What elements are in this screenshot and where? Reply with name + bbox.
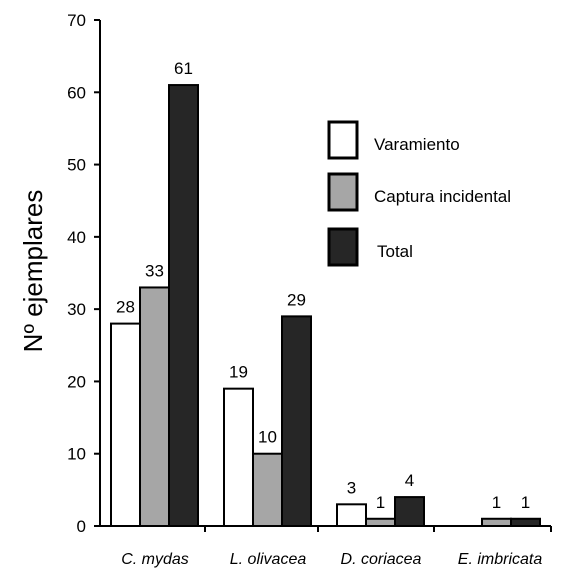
y-tick-label: 40 [67,228,86,247]
legend: Varamiento Captura incidental Total [327,120,511,267]
bars-layer [110,84,541,528]
bar-l-olivacea-varamiento [223,387,254,527]
y-ticks-layer: 0 10 20 30 40 50 60 70 [67,11,552,536]
bar-e-imbricata-total [510,517,541,527]
data-label-l-olivacea-captura-incidental: 10 [258,428,277,447]
data-label-d-coriacea-captura-incidental: 1 [376,493,385,512]
data-label-c-mydas-total: 61 [174,59,193,78]
data-label-d-coriacea-total: 4 [405,471,414,490]
bar-l-olivacea-total [281,315,312,527]
y-tick-label: 0 [77,517,86,536]
y-tick-label: 20 [67,372,86,391]
data-label-c-mydas-captura-incidental: 33 [145,261,164,280]
data-label-l-olivacea-varamiento: 19 [229,363,248,382]
y-tick-label: 60 [67,83,86,102]
bar-d-coriacea-captura-incidental [365,517,396,527]
category-label-c-mydas: C. mydas [121,551,189,568]
bar-c-mydas-varamiento [110,322,141,527]
data-label-e-imbricata-total: 1 [521,493,530,512]
legend-label-varamiento: Varamiento [374,135,460,154]
legend-swatch-captura-incidental [327,172,359,212]
axes-layer [99,20,551,527]
legend-label-captura-incidental: Captura incidental [374,187,511,206]
legend-label-total: Total [377,242,413,261]
bar-d-coriacea-varamiento [336,503,367,528]
bar-d-coriacea-total [394,496,425,528]
legend-swatch-total [327,227,359,267]
bar-c-mydas-captura-incidental [139,286,170,528]
data-label-l-olivacea-total: 29 [287,290,306,309]
y-tick-label: 10 [67,445,86,464]
bar-l-olivacea-captura-incidental [252,452,283,528]
data-label-d-coriacea-varamiento: 3 [347,478,356,497]
legend-swatch-varamiento [327,120,359,160]
bar-e-imbricata-captura-incidental [481,517,512,527]
category-label-d-coriacea: D. coriacea [341,551,422,568]
category-label-l-olivacea: L. olivacea [230,551,307,568]
bar-c-mydas-total [168,84,199,528]
y-tick-label: 30 [67,300,86,319]
y-tick-label: 50 [67,156,86,175]
category-labels-layer: C. mydas L. olivacea D. coriacea E. imbrica… [121,551,542,568]
y-tick-label: 70 [67,11,86,30]
data-label-c-mydas-varamiento: 28 [116,298,135,317]
data-labels-layer: 28 33 61 19 10 29 3 1 4 1 1 [116,59,530,512]
category-label-e-imbricata: E. imbricata [458,551,543,568]
data-label-e-imbricata-captura-incidental: 1 [492,493,501,512]
y-axis-title: Nº ejemplares [18,190,48,353]
